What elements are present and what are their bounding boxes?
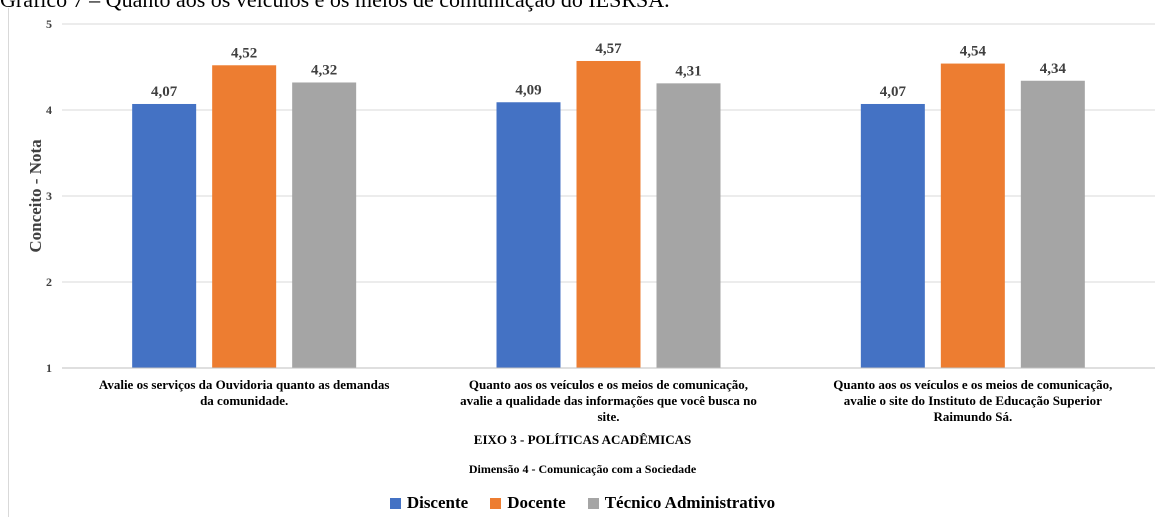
- legend-swatch: [389, 497, 401, 509]
- y-tick-label: 4: [46, 103, 52, 117]
- legend-item: Discente: [389, 493, 469, 513]
- category-label-line: Avalie os serviços da Ouvidoria quanto a…: [98, 377, 390, 392]
- data-label: 4,34: [1040, 61, 1067, 77]
- legend-label: Discente: [406, 493, 469, 512]
- bar-discente: [132, 103, 197, 368]
- category-label: Quanto aos os veículos e os meios de com…: [788, 377, 1158, 425]
- bar-t-cnico-administrativo: [1020, 80, 1085, 368]
- data-label: 4,07: [880, 84, 907, 100]
- data-label: 4,09: [515, 82, 541, 98]
- y-tick-label: 3: [46, 189, 52, 203]
- category-label: Avalie os serviços da Ouvidoria quanto a…: [59, 377, 429, 409]
- category-label-line: avalie a qualidade das informações que v…: [460, 393, 757, 408]
- legend-item: Técnico Administrativo: [587, 493, 776, 513]
- bar-discente: [860, 103, 925, 368]
- data-label: 4,54: [960, 44, 987, 60]
- bar-docente: [576, 60, 641, 368]
- category-label-line: da comunidade.: [200, 393, 289, 408]
- y-tick-label: 1: [46, 361, 52, 375]
- bar-docente: [212, 65, 277, 368]
- category-label: Quanto aos os veículos e os meios de com…: [424, 377, 794, 425]
- category-label-line: Quanto aos os veículos e os meios de com…: [833, 377, 1113, 392]
- data-label: 4,07: [151, 84, 178, 100]
- legend-item: Docente: [490, 493, 566, 513]
- bar-discente: [496, 102, 561, 368]
- bar-t-cnico-administrativo: [656, 83, 721, 368]
- chart-frame: [8, 8, 1158, 517]
- bar-docente: [940, 63, 1005, 369]
- axis-group-subtitle: Dimensão 4 - Comunicação com a Sociedade: [468, 462, 697, 476]
- category-label-line: site.: [597, 409, 620, 424]
- data-label: 4,32: [311, 62, 337, 78]
- data-label: 4,31: [675, 63, 701, 79]
- legend-swatch: [490, 497, 502, 509]
- data-label: 4,57: [595, 41, 622, 57]
- category-label-line: Raimundo Sá.: [933, 409, 1013, 424]
- y-axis-title: Conceito - Nota: [26, 139, 45, 253]
- category-label-line: avalie o site do Instituto de Educação S…: [843, 393, 1102, 408]
- data-label: 4,52: [231, 45, 257, 61]
- bar-t-cnico-administrativo: [292, 82, 357, 368]
- legend-swatch: [587, 497, 599, 509]
- axis-group-title: EIXO 3 - POLÍTICAS ACADÊMICAS: [473, 432, 692, 447]
- legend-label: Técnico Administrativo: [604, 493, 776, 512]
- y-tick-label: 5: [46, 17, 52, 31]
- category-label-line: Quanto aos os veículos e os meios de com…: [468, 377, 749, 392]
- legend-label: Docente: [507, 493, 566, 512]
- legend: Discente Docente Técnico Administrativo: [0, 493, 1165, 513]
- y-tick-label: 2: [46, 275, 52, 289]
- figure-caption: Gráfico 7 – Quanto aos os veículos e os …: [0, 0, 670, 13]
